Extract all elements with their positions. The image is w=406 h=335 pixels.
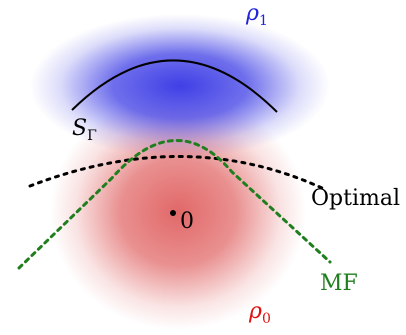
s-gamma-label-main: S: [72, 116, 87, 141]
rho1-label-main: ρ: [245, 1, 259, 26]
rho0-label-sub: 0: [262, 311, 271, 327]
rho1-label-sub: 1: [259, 13, 268, 29]
rho1-label: ρ1: [245, 1, 268, 29]
origin-label: 0: [180, 209, 194, 234]
origin-point: [170, 210, 176, 216]
rho0-label-main: ρ: [248, 299, 262, 324]
optimal-label: Optimal: [311, 186, 400, 211]
s-gamma-label-sub: Γ: [87, 128, 97, 144]
rho0-label: ρ0: [248, 299, 271, 327]
mf-label: MF: [320, 271, 358, 296]
